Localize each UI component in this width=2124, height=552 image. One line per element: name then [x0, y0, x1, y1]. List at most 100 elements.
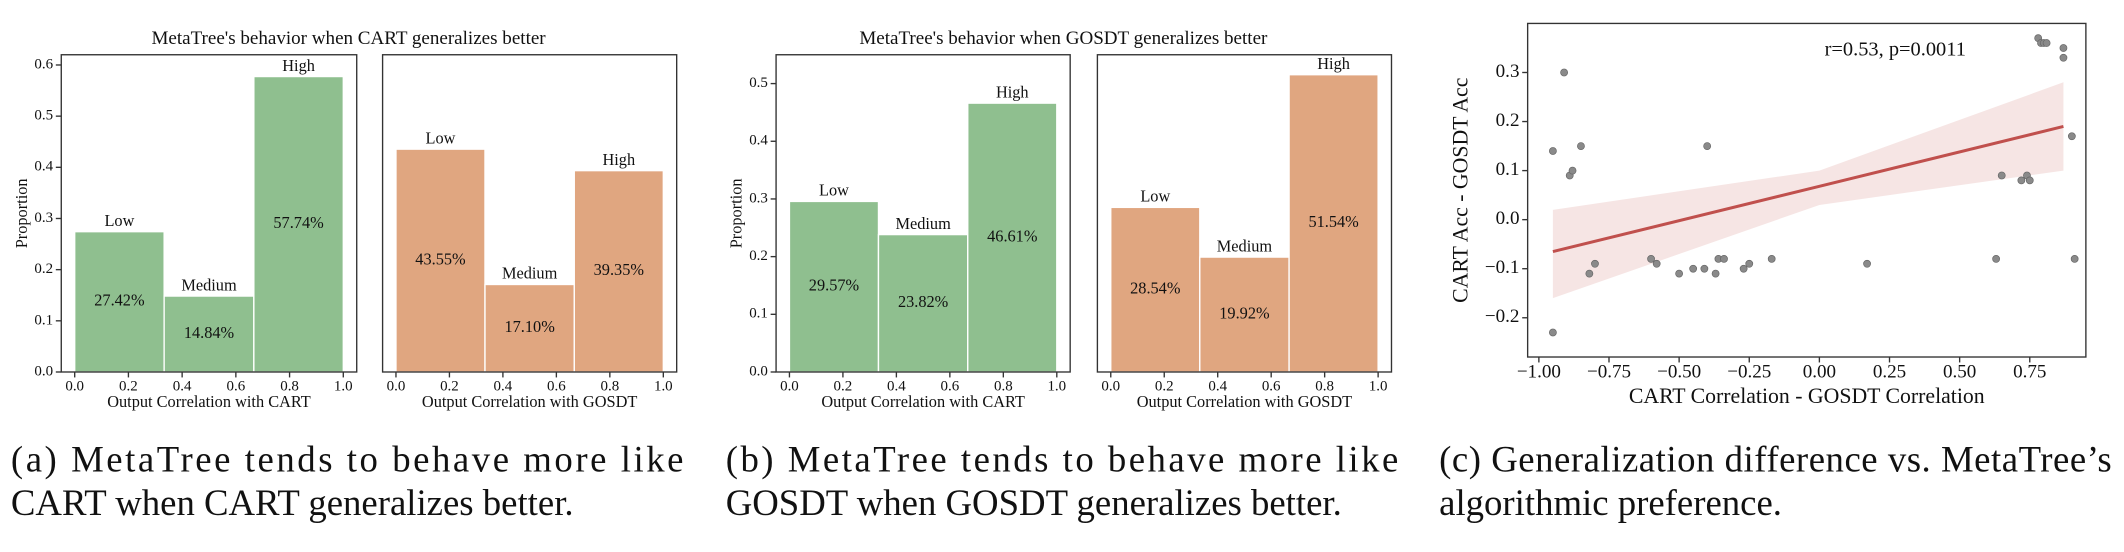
scatter-point: [1711, 269, 1720, 278]
y-tick-label: 0.2: [749, 248, 768, 264]
value-label: 29.57%: [809, 275, 860, 294]
x-tick-label: −1.00: [1517, 362, 1561, 383]
y-tick-label: 0.2: [34, 261, 53, 277]
x-tick-label: 0.8: [994, 378, 1013, 394]
bar: [1199, 256, 1290, 373]
x-tick-label: 1.0: [334, 378, 353, 394]
y-tick-label: 0.6: [34, 56, 53, 72]
y-tick-label: 0.2: [1496, 110, 1520, 131]
y-tick-label: 0.1: [34, 312, 53, 328]
scatter-point: [2059, 53, 2068, 62]
chart-title: MetaTree's behavior when GOSDT generaliz…: [859, 28, 1268, 49]
scatter-point: [2017, 176, 2026, 185]
x-tick-label: 0.8: [1315, 378, 1334, 394]
bar-category-label: Low: [819, 181, 849, 200]
y-tick-label: 0.0: [749, 363, 768, 379]
y-tick-label: 0.3: [749, 190, 768, 206]
y-axis-label: Proportion: [12, 178, 31, 248]
scatter-point: [2070, 255, 2079, 263]
value-label: 57.74%: [273, 213, 324, 232]
x-tick-label: 0.0: [1101, 378, 1120, 394]
y-tick-label: 0.0: [1496, 208, 1520, 229]
x-tick-label: 0.4: [494, 378, 513, 394]
regression-line: [1552, 124, 2064, 253]
x-axis-label: Output Correlation with GOSDT: [422, 392, 637, 411]
axes-frame: [1526, 22, 2087, 358]
x-tick-label: 0.4: [887, 378, 906, 394]
x-tick-label: 0.6: [547, 378, 566, 394]
scatter-point: [1577, 142, 1585, 150]
value-label: 27.42%: [94, 291, 145, 310]
bar: [967, 102, 1058, 373]
y-axis-label: Proportion: [727, 178, 746, 248]
x-axis-label: CART Correlation - GOSDT Correlation: [1629, 384, 1985, 408]
value-label: 39.35%: [594, 260, 645, 279]
scatter-point: [1703, 142, 1712, 150]
x-tick-label: 0.8: [600, 378, 619, 394]
bar-category-label: High: [1317, 54, 1350, 73]
x-axis-label: Output Correlation with CART: [107, 392, 311, 411]
scatter-point: [1863, 259, 1871, 268]
caption: (b) MetaTree tends to behave more like: [726, 439, 1399, 480]
bar-category-label: Medium: [895, 214, 951, 233]
bar-category-label: Low: [426, 128, 456, 147]
x-tick-label: 1.0: [1047, 378, 1066, 394]
value-label: 19.92%: [1219, 303, 1270, 322]
scatter-point: [1549, 328, 1557, 337]
x-tick-label: 0.8: [280, 378, 299, 394]
x-tick-label: 1.0: [654, 378, 673, 394]
bar-category-label: Low: [104, 211, 134, 230]
bar-category-label: Medium: [502, 264, 558, 283]
caption: (c) Generalization difference vs. MetaTr…: [1439, 439, 2112, 480]
bar: [74, 231, 165, 373]
scatter-point: [1568, 166, 1577, 175]
bar-category-label: High: [282, 56, 315, 75]
y-axis-label: CART Acc - GOSDT Acc: [1448, 78, 1472, 303]
x-tick-label: 0.4: [173, 378, 192, 394]
y-tick-label: −0.2: [1485, 306, 1520, 327]
scatter-point: [1675, 269, 1684, 278]
scatter-point: [2025, 176, 2034, 185]
scatter-point: [1720, 255, 1728, 263]
x-tick-label: 0.00: [1803, 362, 1836, 383]
y-tick-label: 0.4: [34, 159, 53, 175]
value-label: 51.54%: [1308, 212, 1359, 231]
axes-frame: [775, 54, 1071, 373]
value-label: 43.55%: [415, 249, 466, 268]
value-label: 28.54%: [1130, 278, 1181, 297]
bar-category-label: Low: [1140, 187, 1170, 206]
x-tick-label: 0.2: [119, 378, 138, 394]
value-label: 46.61%: [987, 226, 1038, 245]
x-tick-label: 0.6: [226, 378, 245, 394]
x-tick-label: 0.0: [387, 378, 406, 394]
x-tick-label: −0.50: [1657, 362, 1701, 383]
x-tick-label: 0.0: [780, 378, 799, 394]
y-tick-label: 0.1: [749, 306, 768, 322]
x-tick-label: 0.25: [1873, 362, 1906, 383]
scatter-point: [1997, 171, 2006, 180]
y-tick-label: 0.4: [749, 133, 768, 149]
value-label: 14.84%: [184, 323, 235, 342]
bar: [877, 233, 969, 373]
y-tick-label: 0.3: [34, 210, 53, 226]
x-tick-label: −0.75: [1587, 362, 1631, 383]
annotation: r=0.53, p=0.0011: [1825, 38, 1966, 60]
scatter-point: [2042, 39, 2051, 47]
x-tick-label: 0.4: [1208, 378, 1227, 394]
x-tick-label: 0.0: [65, 378, 84, 394]
scatter-point: [2067, 132, 2076, 141]
bar: [484, 283, 575, 373]
caption: algorithmic preference.: [1439, 482, 1782, 523]
scatter-point: [1549, 147, 1557, 155]
y-tick-label: −0.1: [1485, 257, 1520, 278]
y-tick-label: 0.5: [34, 108, 53, 124]
x-axis-label: Output Correlation with GOSDT: [1137, 392, 1352, 411]
x-tick-label: 0.6: [1262, 378, 1281, 394]
scatter-point: [1689, 264, 1698, 273]
bar: [1110, 206, 1201, 373]
bar-category-label: High: [602, 150, 635, 169]
x-tick-label: 0.50: [1943, 362, 1976, 383]
axes-frame: [381, 54, 678, 373]
y-tick-label: 0.1: [1496, 159, 1520, 180]
